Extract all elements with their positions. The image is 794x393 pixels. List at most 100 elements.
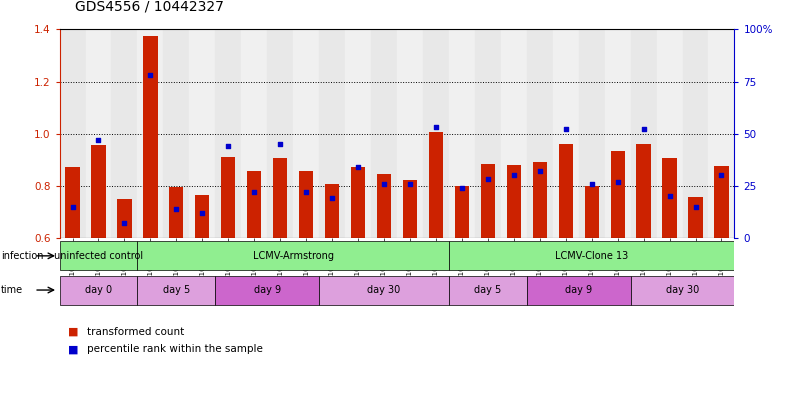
Bar (501, 29, 526, 238)
Bar (273, 158, 287, 238)
Point (430, 124, 442, 130)
Text: day 0: day 0 (85, 285, 112, 295)
Text: day 30: day 30 (368, 285, 401, 295)
Bar (605, 29, 630, 238)
Point (248, 189, 260, 195)
Text: ■: ■ (67, 344, 78, 354)
Bar (397, 29, 423, 238)
Point (352, 164, 364, 170)
Point (689, 203, 702, 209)
Text: day 5: day 5 (163, 285, 190, 295)
Bar (60, 29, 86, 238)
Bar (449, 29, 475, 238)
Point (144, 72, 156, 79)
Point (560, 126, 572, 132)
Point (118, 220, 131, 226)
Point (196, 209, 209, 216)
Bar (377, 174, 391, 238)
Point (611, 178, 624, 185)
Point (715, 172, 728, 178)
Text: day 9: day 9 (253, 285, 281, 295)
Point (170, 206, 183, 212)
Point (507, 172, 520, 178)
Bar (683, 29, 708, 238)
Bar (195, 195, 210, 238)
Bar (137, 241, 449, 270)
Bar (189, 29, 215, 238)
Text: ■: ■ (67, 327, 78, 337)
Point (326, 195, 338, 201)
Bar (429, 132, 443, 238)
Bar (480, 163, 495, 238)
Point (456, 185, 468, 191)
Point (222, 143, 235, 149)
Text: LCMV-Clone 13: LCMV-Clone 13 (555, 251, 628, 261)
Bar (630, 29, 657, 238)
Text: day 9: day 9 (565, 285, 592, 295)
Bar (403, 180, 417, 238)
Text: percentile rank within the sample: percentile rank within the sample (87, 344, 264, 354)
Bar (137, 275, 215, 305)
Bar (423, 29, 449, 238)
Bar (715, 166, 729, 238)
Bar (169, 187, 183, 238)
Text: transformed count: transformed count (87, 327, 184, 337)
Bar (319, 29, 345, 238)
Bar (507, 165, 521, 238)
Text: GDS4556 / 10442327: GDS4556 / 10442327 (75, 0, 224, 14)
Bar (688, 197, 703, 238)
Text: day 5: day 5 (474, 285, 502, 295)
Text: uninfected control: uninfected control (54, 251, 143, 261)
Bar (475, 29, 501, 238)
Bar (657, 29, 683, 238)
Bar (118, 199, 132, 238)
Bar (455, 185, 469, 238)
Bar (215, 29, 241, 238)
Bar (662, 158, 676, 238)
Bar (371, 29, 397, 238)
Point (403, 180, 416, 187)
Bar (222, 157, 235, 238)
Bar (299, 171, 314, 238)
Bar (86, 29, 111, 238)
Bar (533, 162, 547, 238)
Bar (215, 275, 319, 305)
Bar (559, 144, 572, 238)
Bar (111, 29, 137, 238)
Bar (449, 241, 734, 270)
Point (481, 176, 494, 183)
Bar (319, 275, 449, 305)
Bar (449, 275, 526, 305)
Point (92, 137, 105, 143)
Text: day 30: day 30 (666, 285, 700, 295)
Bar (137, 29, 164, 238)
Bar (345, 29, 371, 238)
Bar (526, 29, 553, 238)
Text: LCMV-Armstrong: LCMV-Armstrong (252, 251, 333, 261)
Point (663, 193, 676, 199)
Bar (637, 144, 651, 238)
Bar (164, 29, 189, 238)
Bar (579, 29, 605, 238)
Point (66, 203, 79, 209)
Bar (293, 29, 319, 238)
Text: time: time (1, 285, 23, 295)
Bar (143, 36, 157, 238)
Text: infection: infection (1, 251, 44, 261)
Bar (91, 145, 106, 238)
Bar (630, 275, 734, 305)
Bar (584, 185, 599, 238)
Bar (60, 275, 137, 305)
Point (534, 168, 546, 174)
Bar (65, 167, 79, 238)
Bar (268, 29, 293, 238)
Point (274, 141, 287, 147)
Point (378, 180, 391, 187)
Bar (241, 29, 268, 238)
Bar (351, 167, 365, 238)
Bar (611, 151, 625, 238)
Bar (247, 171, 261, 238)
Bar (553, 29, 579, 238)
Point (638, 126, 650, 132)
Point (585, 180, 598, 187)
